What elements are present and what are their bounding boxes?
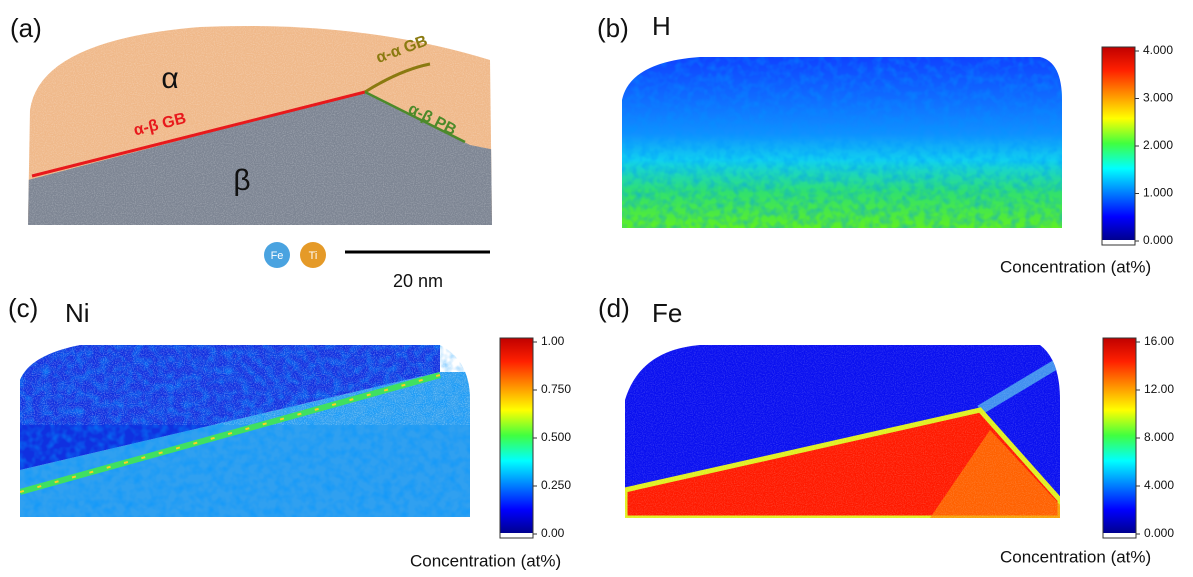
colorbar-tick-label: 2.000 <box>1143 138 1173 152</box>
colorbar-tick-label: 4.000 <box>1143 43 1173 57</box>
colorbar-tick-label: 0.500 <box>541 430 571 444</box>
colorbar-tick-label: 0.750 <box>541 382 571 396</box>
colorbar-tick-label: 1.00 <box>541 334 565 348</box>
element-label: Ni <box>65 298 90 328</box>
gb-line <box>364 62 431 94</box>
phase-label: β <box>233 164 250 197</box>
legend-label: Fe <box>271 250 284 262</box>
colorbar <box>1102 47 1135 240</box>
colorbar-tick-label: 0.000 <box>1143 233 1173 247</box>
colorbar-title: Concentration (at%) <box>410 551 561 570</box>
colorbar-tick-label: 8.000 <box>1144 430 1174 444</box>
panel-label: (c) <box>8 293 38 323</box>
colorbar-title: Concentration (at%) <box>1000 547 1151 566</box>
gb-line <box>31 90 366 178</box>
concentration-map <box>622 57 1062 228</box>
legend-icon <box>300 242 326 268</box>
legend-label: Ti <box>309 250 318 262</box>
phase-label: α <box>161 62 178 95</box>
colorbar-tick-label: 0.000 <box>1144 526 1174 540</box>
panel-b: (b) H <box>597 11 1062 228</box>
colorbar-tick-label: 12.00 <box>1144 382 1174 396</box>
concentration-map <box>625 345 1060 518</box>
panel-label: (a) <box>10 13 42 43</box>
panel-label: (b) <box>597 13 629 43</box>
panel-label: (d) <box>598 293 630 323</box>
colorbar-title: Concentration (at%) <box>1000 257 1151 276</box>
colorbar-tick-label: 0.250 <box>541 478 571 492</box>
colorbar-tick-label: 4.000 <box>1144 478 1174 492</box>
scale-label: 20 nm <box>393 271 443 291</box>
pb-line <box>364 90 466 144</box>
colorbar <box>500 338 533 533</box>
element-label: H <box>652 11 671 41</box>
panel-d: (d) Fe <box>598 293 1060 518</box>
colorbar-tick-label: 0.00 <box>541 526 565 540</box>
element-label: Fe <box>652 298 682 328</box>
atom-map <box>28 25 492 226</box>
panel-a: (a) α β α-β GB α-α GB α-β PB Fe Ti 20 nm <box>10 13 492 291</box>
panel-c: (c) Ni <box>8 293 470 517</box>
concentration-map <box>20 345 470 517</box>
colorbar-tick-label: 3.000 <box>1143 91 1173 105</box>
colorbar-tick-label: 1.000 <box>1143 186 1173 200</box>
legend-icon <box>264 242 290 268</box>
colorbar <box>1103 338 1136 533</box>
colorbar-tick-label: 16.00 <box>1144 334 1174 348</box>
